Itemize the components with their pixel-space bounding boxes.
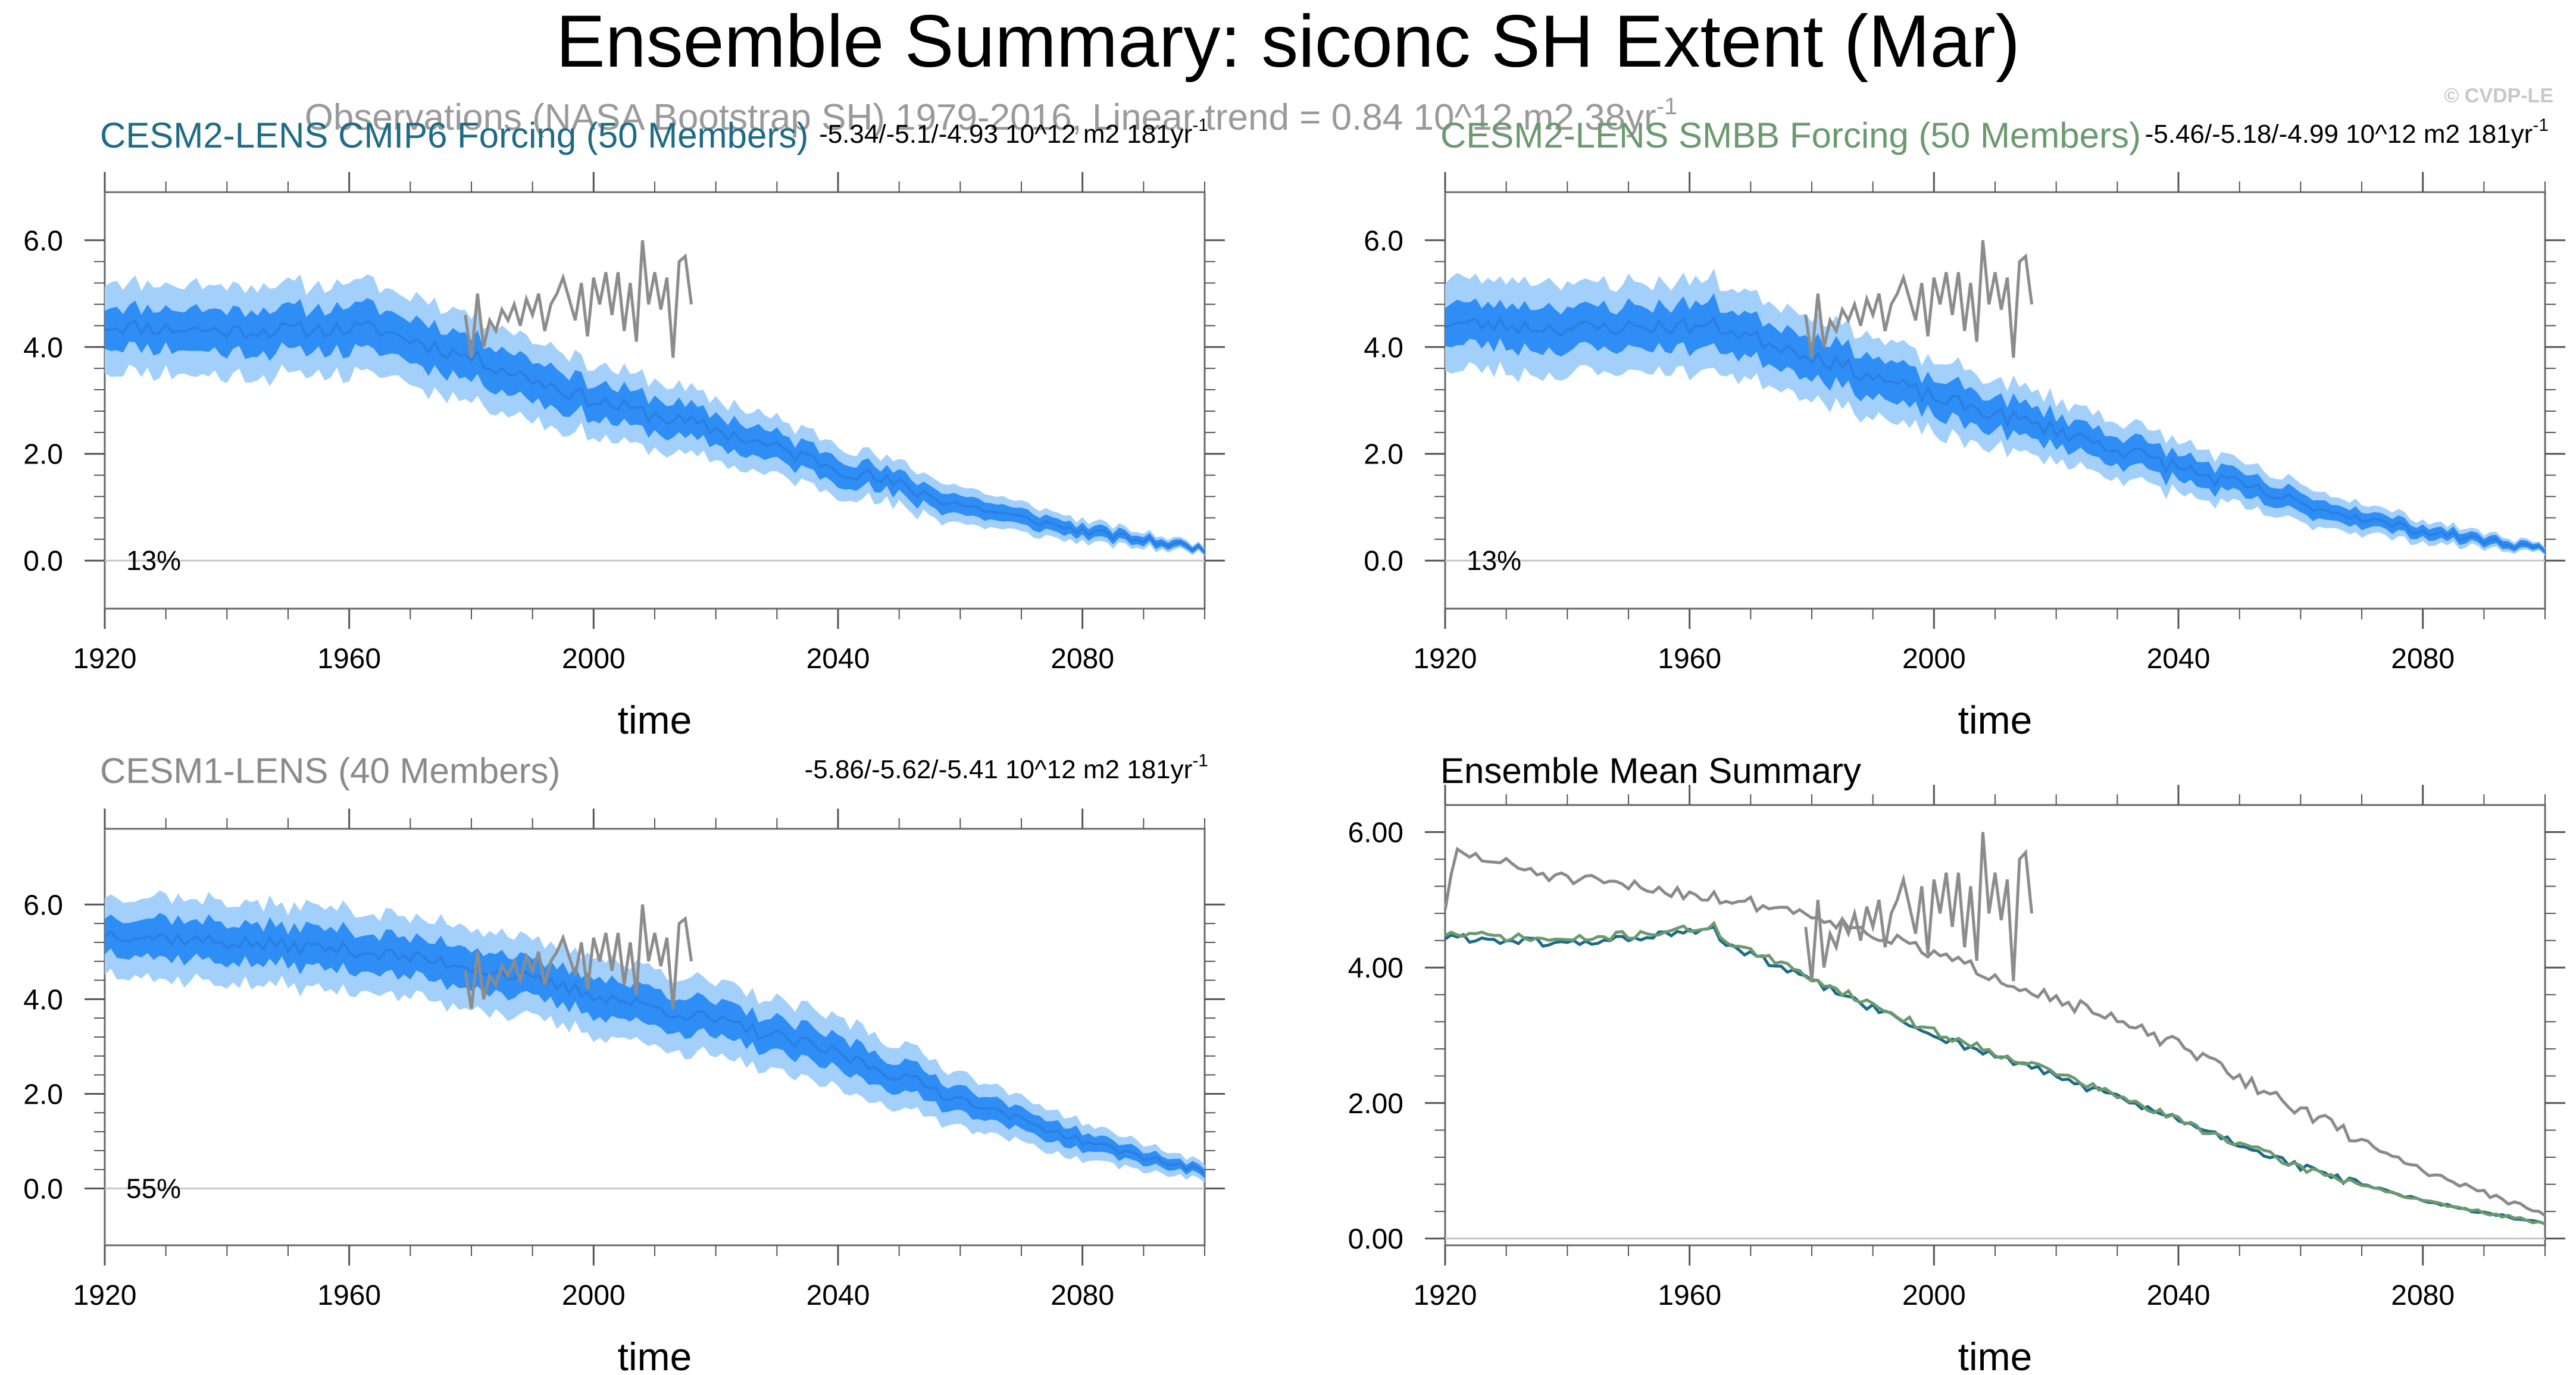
x-tick-label: 2080 [2391, 643, 2455, 675]
ensemble-mean-line [104, 929, 1206, 1175]
x-tick-label: 2040 [2147, 643, 2211, 675]
x-tick-label: 1960 [317, 1280, 381, 1311]
y-tick-label: 0.0 [23, 546, 63, 577]
y-tick-label: 4.00 [1348, 953, 1403, 984]
panel-cesm2-cmip6: CESM2-LENS CMIP6 Forcing (50 Members) -5.… [23, 115, 1225, 742]
y-tick-label: 4.0 [1364, 332, 1403, 364]
y-tick-label: 0.0 [1364, 546, 1403, 577]
y-tick-label: 6.0 [23, 225, 63, 257]
x-tick-label: 1920 [73, 643, 137, 675]
x-axis-label: time [618, 1335, 692, 1375]
trend-label: -5.86/-5.62/-5.41 10^12 m2 181yr-1 [805, 751, 1208, 784]
x-tick-label: 1920 [1414, 643, 1477, 675]
x-tick-label: 2080 [1051, 1280, 1114, 1311]
trend-unit-exponent: -1 [2533, 115, 2549, 135]
percent-label: 13% [1467, 545, 1521, 576]
x-tick-label: 2040 [806, 643, 870, 675]
observations-note-text: Observations (NASA Bootstrap SH) 1979-20… [305, 97, 1656, 138]
series-line-cesm2-lens-smbb-forcing [1444, 920, 2546, 1225]
y-tick-label: 6.0 [1364, 225, 1403, 257]
y-tick-label: 2.0 [23, 1079, 63, 1110]
trend-label: -5.46/-5.18/-4.99 10^12 m2 181yr-1 [2145, 115, 2549, 149]
trend-value: -5.46/-5.18/-4.99 10^12 m2 181yr [2145, 120, 2533, 149]
percent-label: 13% [126, 545, 181, 576]
y-tick-label: 4.0 [23, 332, 63, 364]
y-tick-label: 0.0 [23, 1174, 63, 1205]
y-tick-label: 2.0 [23, 439, 63, 471]
x-tick-label: 1920 [1414, 1280, 1477, 1311]
y-tick-label: 2.00 [1348, 1088, 1403, 1120]
panel-title: CESM2-LENS SMBB Forcing (50 Members) [1440, 115, 2141, 155]
y-tick-label: 6.00 [1348, 818, 1403, 849]
trend-unit-exponent: -1 [1192, 751, 1208, 770]
x-axis-label: time [1958, 1335, 2033, 1375]
ensemble-iqr-band [1445, 293, 2545, 555]
trend-value: -5.34/-5.1/-4.93 10^12 m2 181yr [819, 120, 1192, 149]
observations-line [1804, 832, 2034, 982]
y-tick-label: 0.00 [1348, 1224, 1403, 1255]
panel-title: Ensemble Mean Summary [1440, 751, 1861, 791]
x-axis-label: time [1958, 698, 2033, 742]
panel-title: CESM2-LENS CMIP6 Forcing (50 Members) [100, 115, 808, 155]
x-tick-label: 2000 [1902, 643, 1966, 675]
panel-cesm2-smbb: CESM2-LENS SMBB Forcing (50 Members) -5.4… [1364, 115, 2565, 742]
ensemble-iqr-band [105, 913, 1205, 1179]
panel-ensemble-mean: Ensemble Mean Summary 0.00 2.00 4.00 6.00 192… [1348, 751, 2565, 1375]
panel-title: CESM1-LENS (40 Members) [100, 751, 561, 791]
x-tick-label: 1920 [73, 1280, 137, 1311]
series-line-cesm1-lens [1443, 847, 2546, 1217]
trend-label: -5.34/-5.1/-4.93 10^12 m2 181yr-1 [819, 115, 1208, 149]
x-tick-label: 2080 [2391, 1280, 2455, 1311]
watermark: © CVDP-LE [2444, 84, 2553, 107]
observations-line [464, 240, 693, 358]
plot-frame [1444, 804, 2546, 1246]
y-tick-label: 2.0 [1364, 439, 1403, 471]
trend-value: -5.86/-5.62/-5.41 10^12 m2 181yr [805, 755, 1193, 784]
observations-line [1804, 240, 2034, 358]
ensemble-mean-line [104, 320, 1206, 553]
x-tick-label: 2000 [562, 643, 626, 675]
x-tick-label: 1960 [317, 643, 381, 675]
observations-line [464, 904, 693, 1009]
panel-cesm1: CESM1-LENS (40 Members) -5.86/-5.62/-5.41… [23, 751, 1225, 1375]
x-tick-label: 2000 [1902, 1280, 1966, 1311]
y-tick-label: 4.0 [23, 984, 63, 1016]
x-tick-label: 2040 [2147, 1280, 2211, 1311]
x-tick-label: 1960 [1658, 1280, 1721, 1311]
percent-label: 55% [126, 1173, 181, 1204]
x-axis-label: time [618, 698, 692, 742]
x-tick-label: 2040 [806, 1280, 870, 1311]
series-line-cesm2-lens-cmip6-forcing [1444, 925, 2546, 1226]
observations-note: Observations (NASA Bootstrap SH) 1979-20… [305, 93, 1678, 138]
observations-note-sup: -1 [1656, 93, 1678, 120]
x-tick-label: 2000 [562, 1280, 626, 1311]
x-tick-label: 2080 [1051, 643, 1114, 675]
trend-unit-exponent: -1 [1192, 115, 1208, 135]
y-tick-label: 6.0 [23, 889, 63, 921]
x-tick-label: 1960 [1658, 643, 1721, 675]
ensemble-mean-line [1445, 316, 2546, 553]
ensemble-iqr-band [105, 297, 1205, 555]
figure-title: Ensemble Summary: siconc SH Extent (Mar) [556, 1, 2020, 83]
